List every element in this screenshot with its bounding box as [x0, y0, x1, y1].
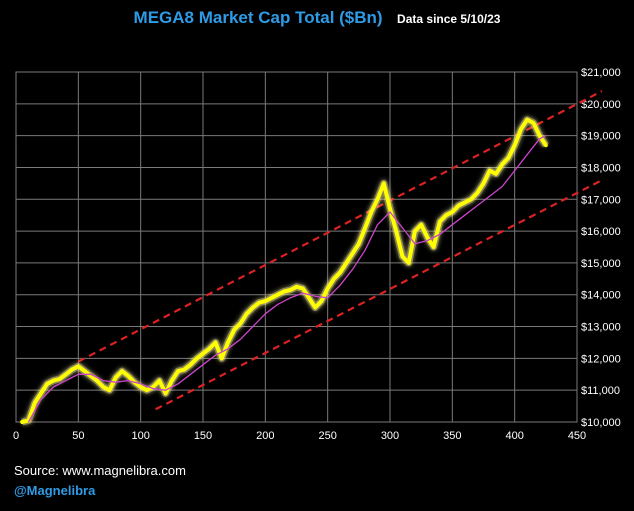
y-tick-label: $20,000 [581, 99, 621, 111]
x-tick-label: 200 [256, 430, 274, 442]
chart-subtitle: Data since 5/10/23 [397, 12, 501, 26]
y-tick-label: $12,000 [581, 353, 621, 365]
x-tick-label: 150 [194, 430, 212, 442]
grid [15, 71, 578, 423]
y-tick-label: $10,000 [581, 417, 621, 429]
y-tick-label: $21,000 [581, 67, 621, 79]
source-text: Source: www.magnelibra.com [14, 463, 186, 478]
channel-lines [77, 90, 603, 411]
title-bar: MEGA8 Market Cap Total ($Bn) Data since … [0, 8, 634, 28]
x-tick-label: 50 [72, 430, 84, 442]
plot-frame [15, 71, 578, 423]
x-tick-label: 450 [568, 430, 586, 442]
x-tick-label: 0 [13, 430, 19, 442]
y-tick-label: $17,000 [581, 194, 621, 206]
x-tick-label: 300 [381, 430, 399, 442]
series-lines [20, 116, 549, 426]
y-tick-label: $19,000 [581, 131, 621, 143]
twitter-handle: @Magnelibra [14, 483, 96, 498]
x-tick-label: 350 [443, 430, 461, 442]
axes: $10,000 $11,000 $12,000 $13,000 $14,000 $15,0… [13, 67, 621, 442]
x-tick-label: 250 [318, 430, 336, 442]
y-tick-label: $15,000 [581, 258, 621, 270]
market-cap-line [20, 117, 548, 424]
x-tick-label: 100 [131, 430, 149, 442]
chart-title: MEGA8 Market Cap Total ($Bn) [133, 8, 383, 27]
moving-average-line [27, 135, 547, 423]
y-tick-label: $18,000 [581, 162, 621, 174]
x-tick-label: 400 [505, 430, 523, 442]
y-tick-label: $11,000 [581, 385, 620, 397]
channel-line [77, 90, 603, 363]
y-tick-label: $13,000 [581, 322, 621, 334]
y-tick-label: $14,000 [581, 290, 621, 302]
y-tick-label: $16,000 [581, 226, 621, 238]
series-glow [21, 116, 549, 426]
